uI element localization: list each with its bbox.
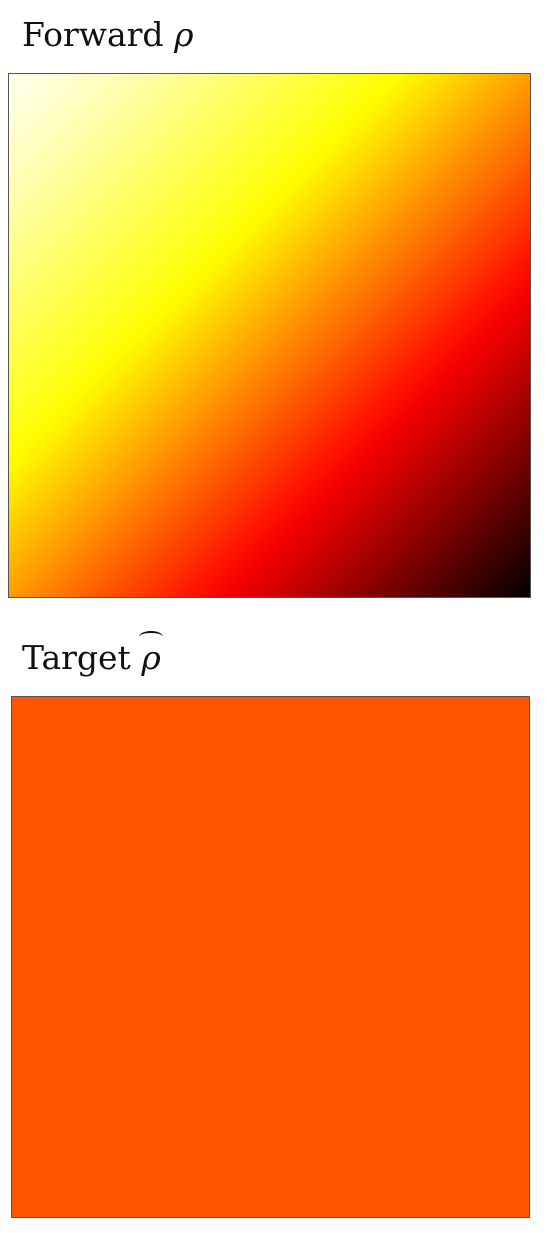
forward-heatmap-field xyxy=(9,74,530,597)
forward-heatmap xyxy=(8,73,531,598)
rho-hat-symbol: ρ xyxy=(139,631,164,677)
target-heatmap-svg xyxy=(12,697,529,1217)
rho-symbol: ρ xyxy=(174,15,194,54)
target-panel-title: Target ρ xyxy=(22,631,164,677)
forward-heatmap-svg xyxy=(9,74,530,597)
target-title-text: Target xyxy=(22,638,131,677)
forward-panel-title: Forward ρ xyxy=(22,18,193,51)
target-heatmap-field xyxy=(12,697,529,1217)
target-heatmap xyxy=(11,696,530,1218)
forward-title-text: Forward xyxy=(22,15,164,54)
